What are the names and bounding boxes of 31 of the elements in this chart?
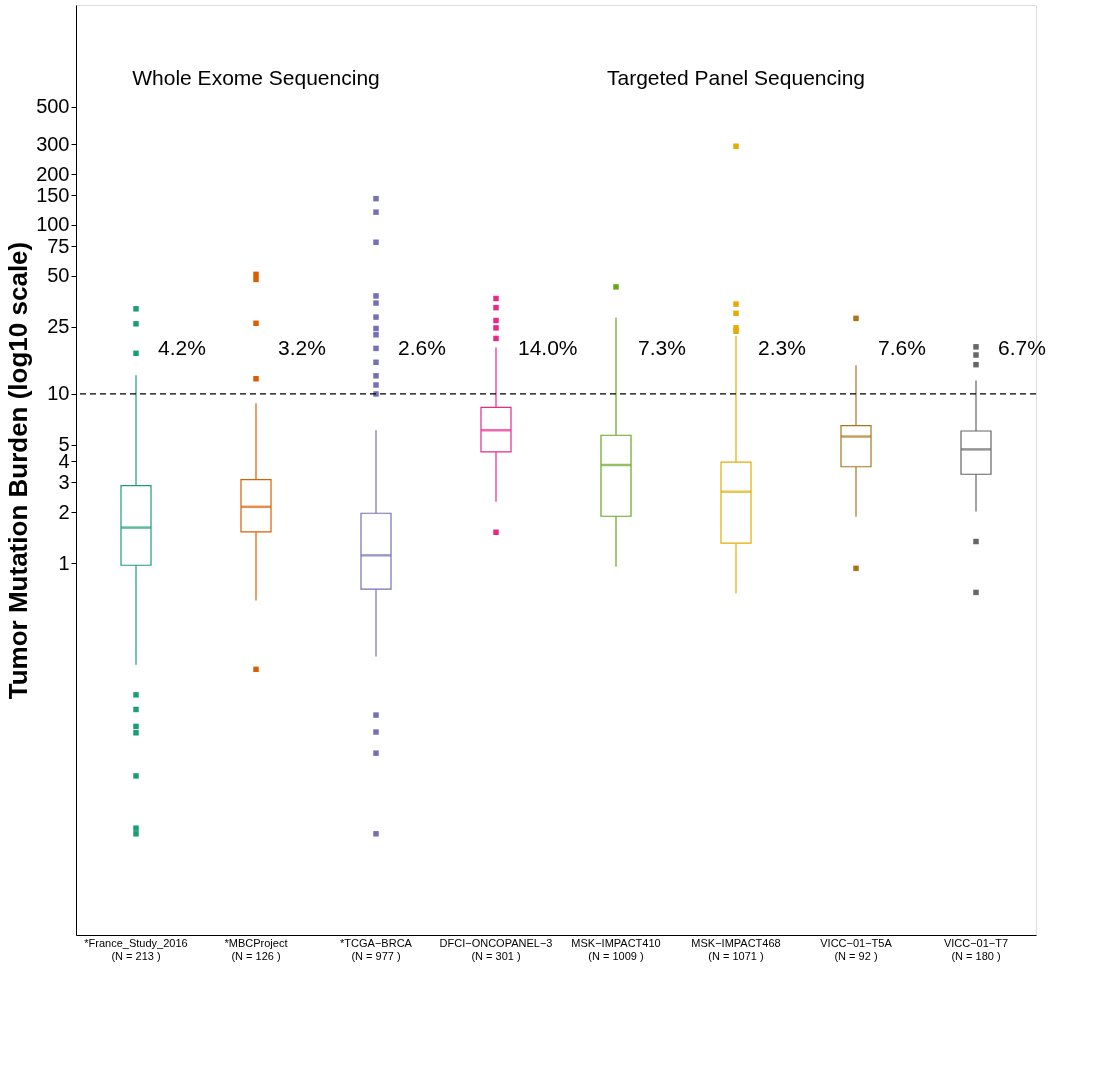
x-tick-label: VICC−01−T7 (N = 180 )	[943, 936, 1009, 962]
y-tick-label: 50	[47, 264, 70, 287]
y-tick-label: 75	[47, 234, 70, 257]
y-tick-label: 150	[36, 183, 70, 206]
y-tick-label: 200	[36, 162, 70, 185]
x-tick-label: *TCGA−BRCA (N = 977 )	[340, 936, 413, 962]
x-tick-label: MSK−IMPACT468 (N = 1071 )	[691, 936, 781, 962]
annotation: 7.3%	[638, 336, 686, 360]
y-tick-label: 500	[36, 95, 70, 118]
y-axis-title: Tumor Mutation Burden (log10 scale)	[3, 241, 34, 700]
x-tick-label: VICC−01−T5A (N = 92 )	[820, 936, 893, 962]
x-tick-label: *France_Study_2016 (N = 213 )	[84, 936, 188, 962]
y-tick-label: 100	[36, 213, 70, 236]
y-tick-label: 1	[58, 551, 70, 574]
annotation: 14.0%	[518, 336, 578, 360]
y-tick-label: 25	[47, 315, 70, 338]
x-tick-label: DFCI−ONCOPANEL−3 (N = 301 )	[439, 936, 553, 962]
y-tick-label: 10	[47, 382, 70, 405]
annotation: Whole Exome Sequencing	[132, 66, 380, 90]
annotation: 3.2%	[278, 336, 326, 360]
annotation: 4.2%	[158, 336, 206, 360]
x-tick-label: MSK−IMPACT410 (N = 1009 )	[571, 936, 661, 962]
annotation: 7.6%	[878, 336, 926, 360]
y-tick-label: 3	[58, 470, 70, 493]
annotation: Targeted Panel Sequencing	[606, 66, 866, 90]
y-tick-label: 2	[58, 500, 70, 523]
x-tick-label: *MBCProject (N = 126 )	[224, 936, 288, 962]
annotation: 2.6%	[398, 336, 446, 360]
annotation: 6.7%	[998, 336, 1046, 360]
annotation: 2.3%	[758, 336, 806, 360]
y-tick-label: 300	[36, 132, 70, 155]
